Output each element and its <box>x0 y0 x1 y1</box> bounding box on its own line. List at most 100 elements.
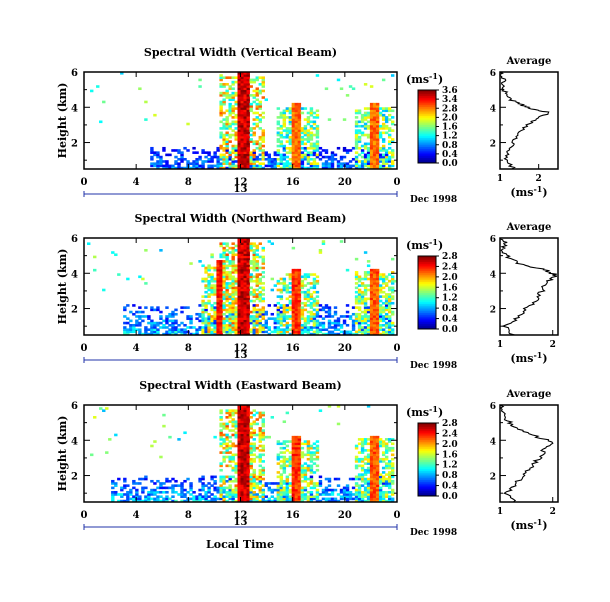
heatmap-cell <box>240 416 244 419</box>
heatmap-cell <box>252 444 256 448</box>
heatmap-cell <box>357 328 362 331</box>
heatmap-cell <box>183 431 187 435</box>
colorbar-frame <box>417 422 437 497</box>
unit-exponent: -1 <box>429 71 438 81</box>
heatmap-cell <box>219 85 223 88</box>
heatmap-cell <box>357 166 362 170</box>
heatmap-cell <box>312 153 317 157</box>
heatmap-cell <box>390 286 395 290</box>
heatmap-cell <box>261 310 265 314</box>
heatmap-cell <box>345 490 350 494</box>
heatmap-cell <box>219 284 223 287</box>
heatmap-cell <box>261 131 265 135</box>
heatmap-cell <box>171 477 175 481</box>
heatmap-cell <box>237 297 241 301</box>
heatmap-cell <box>294 297 299 301</box>
heatmap-cell <box>219 422 223 426</box>
heatmap-cell <box>375 330 380 334</box>
heatmap-cell <box>234 411 238 415</box>
heatmap-cell <box>303 479 308 483</box>
heatmap-cell <box>372 451 377 454</box>
heatmap-cell <box>276 328 281 331</box>
heatmap-cell <box>207 315 211 318</box>
heatmap-cell <box>237 266 241 270</box>
heatmap-cell <box>390 457 395 461</box>
heatmap-cell <box>258 144 262 148</box>
heatmap-cell <box>369 288 374 292</box>
heatmap-cell <box>240 109 244 113</box>
heatmap-cell <box>93 416 97 419</box>
heatmap-cell <box>237 122 241 126</box>
heatmap-cell <box>243 409 247 413</box>
heatmap-cell <box>330 332 335 336</box>
heatmap-cell <box>294 131 299 135</box>
heatmap-cell <box>171 315 175 318</box>
heatmap-cell <box>252 260 256 263</box>
heatmap-cell <box>294 495 299 498</box>
heatmap-cell <box>357 499 362 503</box>
heatmap-cell <box>306 155 311 159</box>
heatmap-cell <box>288 273 293 276</box>
heatmap-cell <box>282 488 287 492</box>
heatmap-cell <box>369 488 374 492</box>
heatmap-cell <box>285 449 290 452</box>
heatmap-cell <box>237 420 241 424</box>
heatmap-cell <box>240 142 244 146</box>
colorbar-tick-label: 1.2 <box>442 461 458 471</box>
heatmap-cell <box>183 495 187 498</box>
heatmap-cell <box>315 124 320 128</box>
heatmap-cell <box>366 315 371 318</box>
heatmap-cell <box>249 435 253 439</box>
heatmap-cell <box>285 129 290 132</box>
heatmap-cell <box>339 162 344 165</box>
heatmap-cell <box>252 493 256 496</box>
heatmap-cell <box>306 317 311 320</box>
heatmap-cell <box>354 493 359 496</box>
heatmap-cell <box>246 135 250 139</box>
heatmap-cell <box>297 475 302 479</box>
heatmap-cell <box>246 301 250 305</box>
heatmap-cell <box>246 133 250 137</box>
heatmap-cell <box>384 438 389 441</box>
heatmap-cell <box>363 83 368 86</box>
heatmap-cell <box>300 317 305 320</box>
heatmap-cell <box>237 262 241 265</box>
heatmap-cell <box>237 416 241 419</box>
heatmap-cell <box>237 284 241 287</box>
heatmap-cell <box>243 319 247 323</box>
heatmap-cell <box>381 131 386 135</box>
heatmap-cell <box>222 442 226 446</box>
heatmap-cell <box>360 332 365 336</box>
heatmap-cell <box>222 94 226 97</box>
heatmap-cell <box>312 451 317 454</box>
colorbar-swatch <box>418 130 436 133</box>
heatmap-cell <box>387 142 392 146</box>
heatmap-cell <box>195 317 199 320</box>
heatmap-cell <box>207 332 211 336</box>
heatmap-cell <box>231 323 235 327</box>
heatmap-cell <box>363 479 368 483</box>
heatmap-cell <box>306 449 311 452</box>
heatmap-cell <box>192 162 196 165</box>
heatmap-cell <box>372 297 377 301</box>
heatmap-cell <box>297 166 302 170</box>
colorbar-swatch <box>418 437 436 440</box>
heatmap-cell <box>225 142 229 146</box>
heatmap-cell <box>255 446 259 450</box>
heatmap-cell <box>360 479 365 483</box>
heatmap-cell <box>207 328 211 331</box>
heatmap-cell <box>252 242 256 246</box>
heatmap-cell <box>165 317 169 320</box>
heatmap-cell <box>273 164 278 168</box>
colorbar-swatch <box>418 312 436 315</box>
heatmap-cell <box>159 499 163 503</box>
heatmap-cell <box>222 304 226 307</box>
heatmap-cell <box>234 471 238 474</box>
heatmap-cell <box>102 288 106 292</box>
heatmap-cell <box>153 490 157 494</box>
heatmap-cell <box>351 164 356 168</box>
heatmap-cell <box>243 242 247 246</box>
heatmap-cell <box>216 486 220 490</box>
heatmap-cell <box>210 277 214 281</box>
heatmap-cell <box>390 310 395 314</box>
